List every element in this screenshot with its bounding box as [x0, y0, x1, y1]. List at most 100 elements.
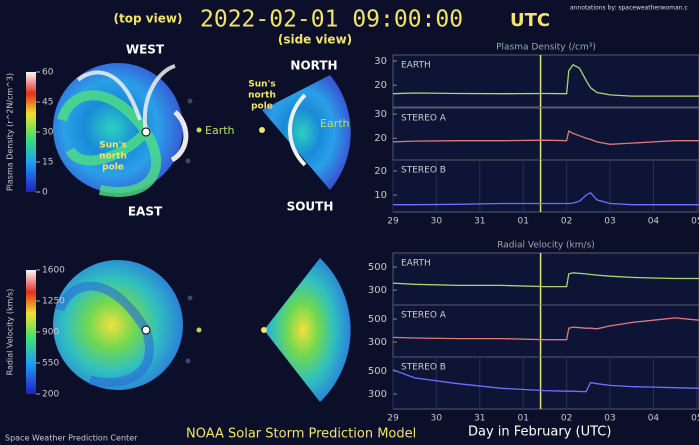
earth-dot [196, 327, 202, 333]
credit: annotations by: spaceweatherwoman.c [570, 5, 688, 12]
legend-label: EARTH [401, 259, 431, 269]
legend-label: STEREO B [401, 363, 446, 373]
x-tick-label: 03 [604, 217, 615, 227]
plot-panel [392, 304, 699, 358]
y-tick-label: 500 [368, 314, 387, 325]
sun-side [259, 127, 265, 133]
density-side-cme [288, 93, 307, 167]
footer-center: NOAA Solar Storm Prediction Model [186, 427, 416, 442]
y-tick-label: 30 [374, 109, 387, 120]
legend-label: EARTH [401, 61, 431, 71]
velocity-top-view [53, 260, 183, 390]
side-view-label: (side view) [278, 33, 352, 47]
x-tick-label: 31 [474, 217, 485, 227]
legend-label: STEREO A [401, 311, 447, 321]
colorbar-tick-label: 900 [42, 328, 59, 338]
stereo-b-dot [185, 158, 191, 164]
density-cme [170, 110, 189, 163]
plot-panel [392, 252, 699, 306]
velocity-side-view [264, 258, 351, 402]
chart-title: Plasma Density (/cm³) [496, 43, 596, 53]
y-tick-label: 500 [368, 262, 387, 273]
sun-pole-label: pole [251, 102, 273, 112]
colorbar-tick-label: 60 [42, 68, 54, 78]
chart-title: Radial Velocity (km/s) [497, 241, 595, 251]
y-tick-label: 300 [368, 285, 387, 296]
legend-label: STEREO B [401, 166, 446, 176]
x-tick-label: 04 [648, 414, 660, 424]
colorbar-tick-label: 200 [42, 390, 59, 400]
x-tick-label: 02 [561, 414, 572, 424]
plot-panel [392, 107, 699, 161]
earth-label: Earth [320, 117, 350, 130]
sun [141, 325, 151, 335]
sun-pole-label: north [248, 91, 276, 101]
stereo-a-dot [187, 98, 193, 104]
colorbar-label: Radial Velocity (km/s) [6, 289, 15, 376]
colorbar [26, 72, 36, 192]
x-tick-label: 05 [691, 414, 699, 424]
sun-side [261, 327, 267, 333]
colorbar-tick-label: 45 [42, 98, 53, 108]
x-axis-label: Day in February (UTC) [468, 425, 611, 440]
x-tick-label: 29 [387, 217, 399, 227]
series-line [392, 317, 699, 341]
colorbar-tick-label: 1600 [42, 266, 65, 276]
y-tick-label: 20 [374, 133, 387, 144]
sun-pole-label: Sun's [99, 141, 126, 151]
colorbar-label: Plasma Density (r^2N/cm^3) [6, 73, 15, 191]
sun-pole-label: north [99, 152, 127, 162]
colorbar-tick-label: 30 [42, 128, 54, 138]
legend-label: STEREO A [401, 114, 447, 124]
stereo-a-dot [187, 295, 193, 301]
series-line [392, 369, 699, 393]
y-tick-label: 30 [374, 56, 387, 67]
x-tick-label: 04 [648, 217, 660, 227]
plot-panel [392, 356, 699, 410]
earth-label: Earth [205, 124, 235, 137]
x-tick-label: 01 [517, 217, 528, 227]
timezone: UTC [510, 10, 550, 31]
east-label: EAST [128, 205, 163, 219]
top-view-label: (top view) [114, 12, 183, 26]
y-tick-label: 20 [374, 166, 387, 177]
colorbar-tick-label: 550 [42, 359, 59, 369]
x-tick-label: 03 [604, 414, 615, 424]
series-line [393, 191, 699, 206]
x-tick-label: 02 [561, 217, 572, 227]
x-tick-label: 05 [691, 217, 699, 227]
density-front [76, 64, 176, 133]
earth-dot [196, 127, 202, 133]
y-tick-label: 300 [368, 337, 387, 348]
series-line [392, 272, 699, 288]
north-label: NORTH [290, 59, 337, 73]
sun [141, 127, 151, 137]
plot-panel [392, 54, 699, 108]
sun-pole-label: pole [102, 163, 124, 173]
stereo-b-dot [185, 358, 191, 364]
y-tick-label: 500 [368, 366, 387, 377]
x-tick-label: 29 [387, 414, 399, 424]
series-line [392, 63, 699, 97]
colorbar [26, 270, 36, 394]
density-spiral [57, 90, 161, 197]
y-tick-label: 300 [368, 389, 387, 400]
timestamp: 2022-02-01 09:00:00 [200, 7, 463, 33]
y-tick-label: 10 [374, 190, 387, 201]
x-tick-label: 30 [431, 414, 443, 424]
series-line [392, 130, 699, 145]
south-label: SOUTH [287, 200, 334, 214]
colorbar-tick-label: 1250 [42, 297, 65, 307]
footer-left: Space Weather Prediction Center [5, 434, 138, 443]
west-label: WEST [126, 43, 165, 57]
x-tick-label: 30 [431, 217, 443, 227]
x-tick-label: 01 [517, 414, 528, 424]
density-side-view [262, 75, 351, 190]
y-tick-label: 20 [374, 80, 387, 91]
velocity-spiral [55, 281, 154, 388]
colorbar-tick-label: 15 [42, 158, 53, 168]
sun-pole-label: Sun's [248, 80, 275, 90]
colorbar-tick-label: 0 [42, 188, 48, 198]
x-tick-label: 31 [474, 414, 485, 424]
